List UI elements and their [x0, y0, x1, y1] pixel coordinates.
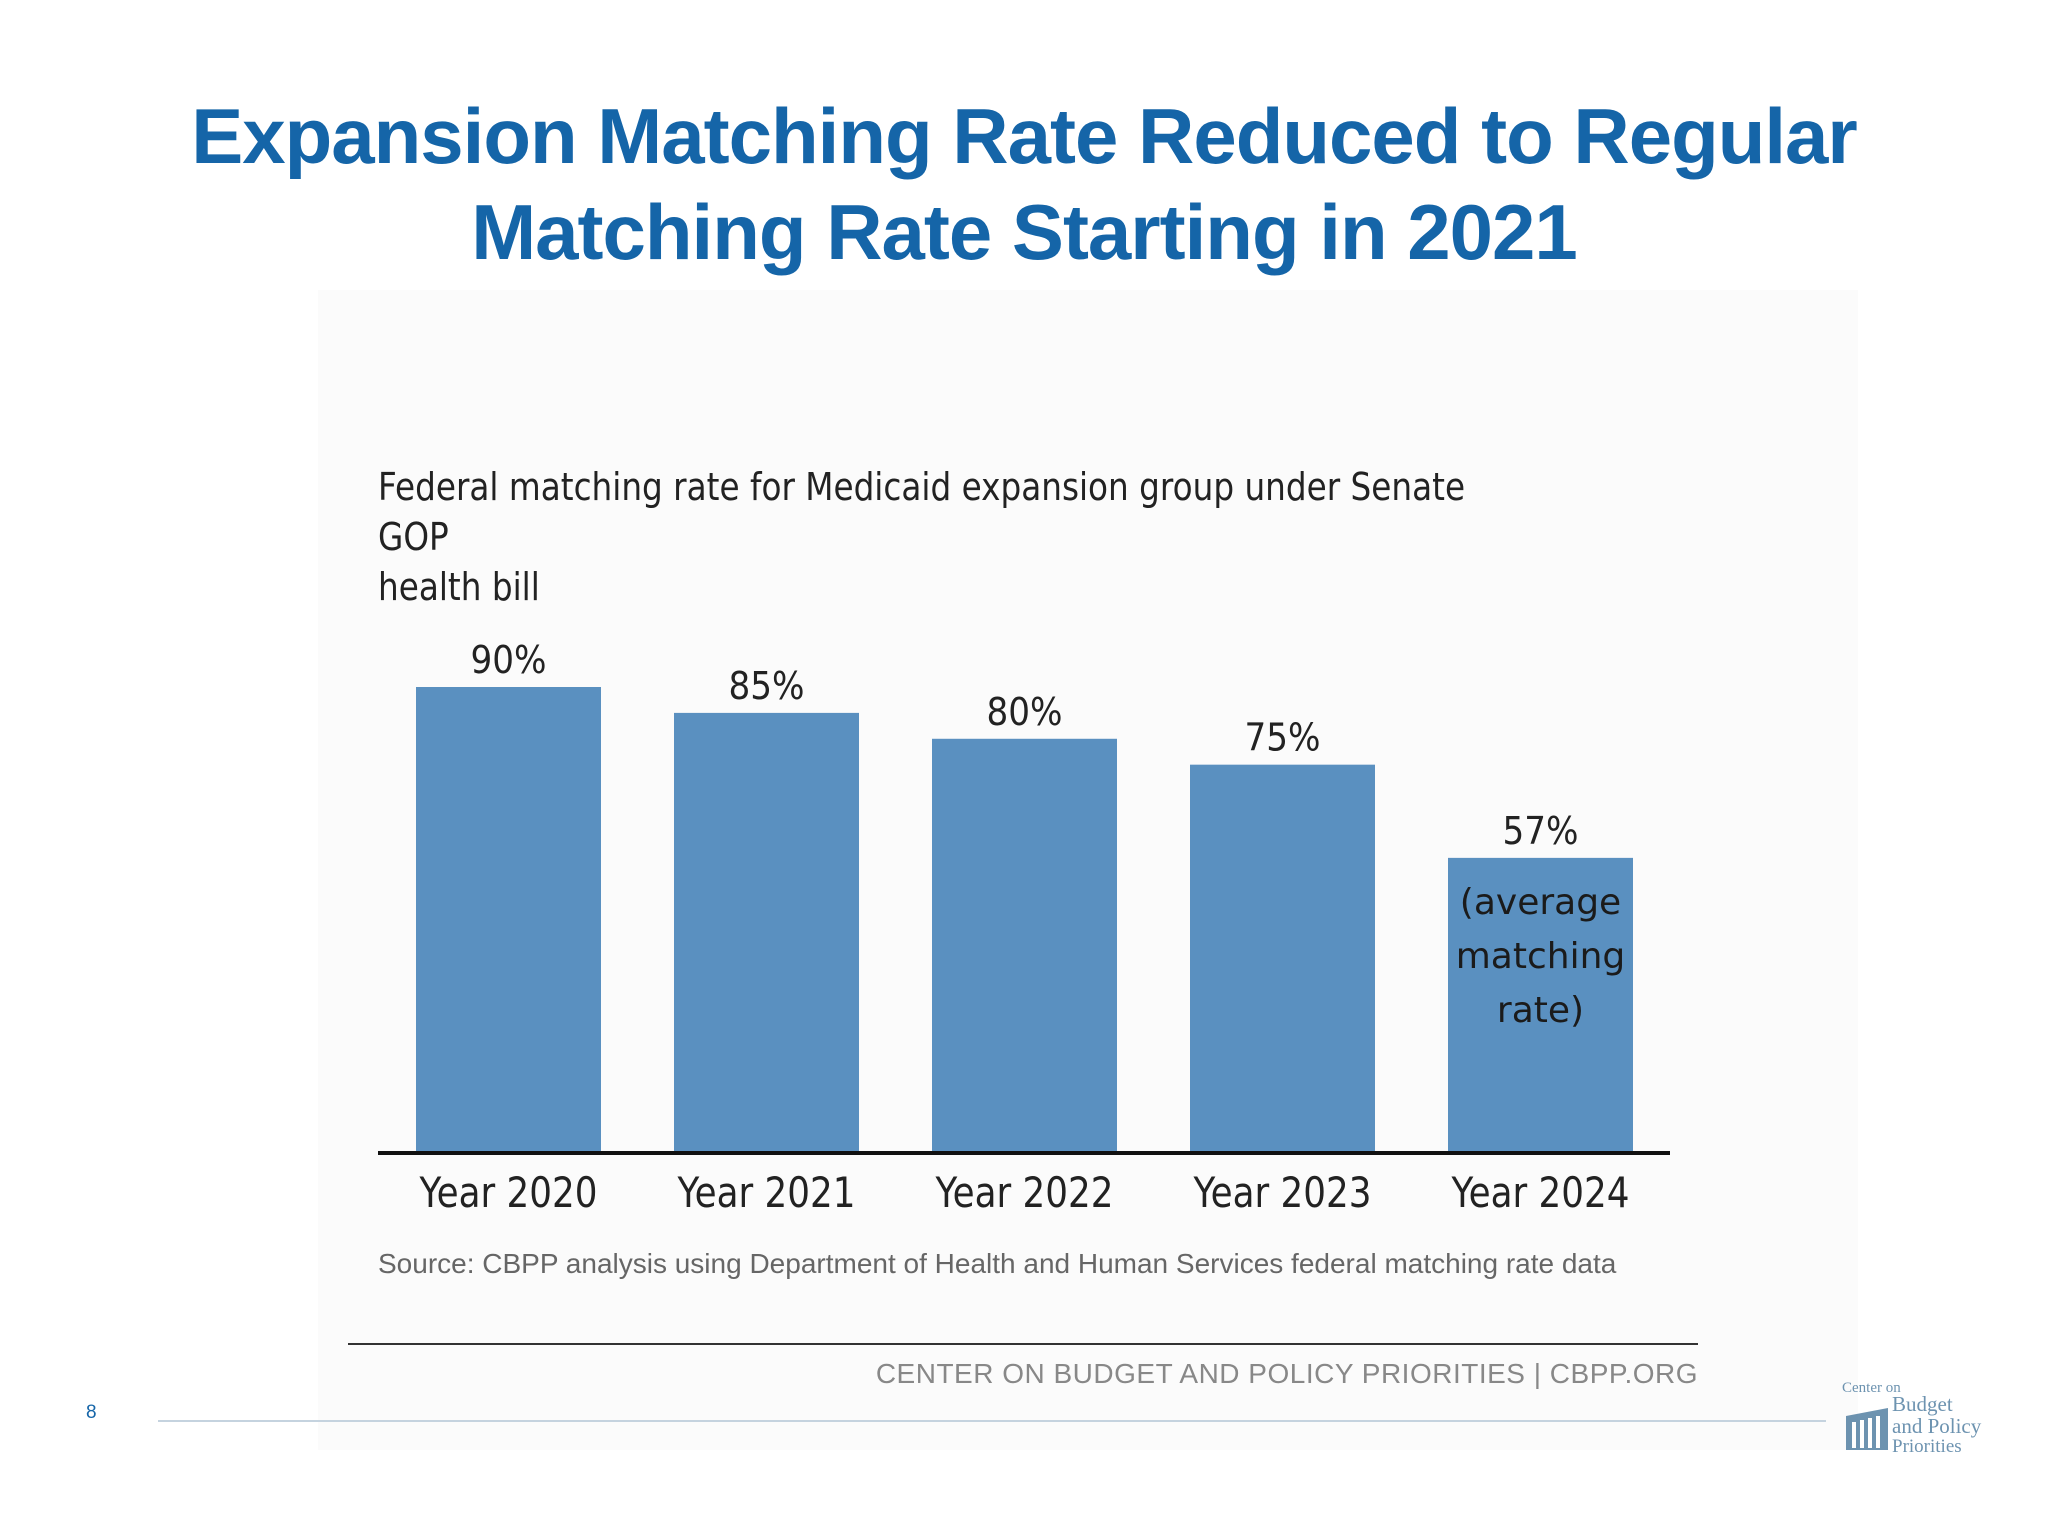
bar-annotation-line-2: matching: [1456, 936, 1626, 977]
bar-4: [1190, 764, 1375, 1153]
bar-annotation-line-1: (average: [1460, 882, 1621, 923]
x-tick-label-3: Year 2022: [935, 1168, 1114, 1217]
logo-line-4: Priorities: [1892, 1436, 1962, 1457]
slide-title-line-2: Matching Rate Starting in 2021: [471, 188, 1578, 276]
x-tick-label-2: Year 2021: [677, 1168, 856, 1217]
logo-line-1: Center on: [1842, 1380, 1901, 1396]
slide-footer-line: [158, 1420, 1826, 1422]
footer-divider: [348, 1343, 1698, 1345]
logo-line-2: Budget: [1892, 1392, 1953, 1416]
x-tick-label-1: Year 2020: [419, 1168, 598, 1217]
logo-line-3: and Policy: [1892, 1414, 1982, 1438]
slide-title-line-1: Expansion Matching Rate Reduced to Regul…: [191, 92, 1858, 180]
x-tick-label-4: Year 2023: [1193, 1168, 1372, 1217]
source-note: Source: CBPP analysis using Department o…: [378, 1248, 1617, 1279]
footer-organization: CENTER ON BUDGET AND POLICY PRIORITIES |…: [875, 1358, 1698, 1389]
data-label-5: 57%: [1503, 809, 1579, 853]
chart-title: Federal matching rate for Medicaid expan…: [378, 462, 1496, 612]
data-label-3: 80%: [987, 690, 1063, 734]
bar-annotation-line-3: rate): [1497, 990, 1584, 1031]
building-icon: [1846, 1408, 1888, 1450]
data-label-2: 85%: [729, 664, 805, 708]
bar-5: [1448, 857, 1633, 1153]
bar-1: [416, 687, 601, 1153]
page-number: 8: [86, 1402, 97, 1423]
data-label-4: 75%: [1245, 716, 1321, 760]
chart-title-line-2: health bill: [378, 565, 540, 609]
data-label-1: 90%: [471, 638, 547, 682]
cbpp-logo: Center on Budget and Policy Priorities: [1838, 1380, 1988, 1464]
bar-3: [932, 738, 1117, 1153]
x-tick-label-5: Year 2024: [1451, 1168, 1630, 1217]
slide-title: Expansion Matching Rate Reduced to Regul…: [0, 88, 2048, 280]
bar-2: [674, 712, 859, 1153]
chart-title-line-1: Federal matching rate for Medicaid expan…: [378, 465, 1466, 559]
